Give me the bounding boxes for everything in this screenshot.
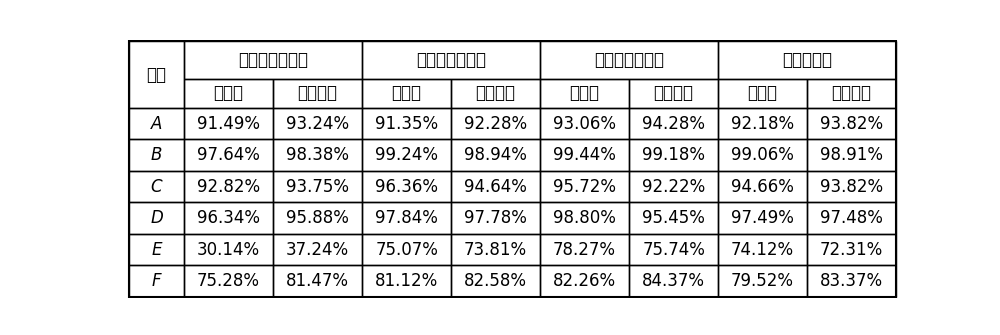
Text: 74.12%: 74.12% <box>731 241 794 259</box>
Text: 82.26%: 82.26% <box>553 272 616 290</box>
Text: 株防效: 株防效 <box>570 84 600 102</box>
Text: 95.72%: 95.72% <box>553 178 616 196</box>
Text: 96.36%: 96.36% <box>375 178 438 196</box>
Text: 93.82%: 93.82% <box>820 115 883 133</box>
Text: 94.66%: 94.66% <box>731 178 794 196</box>
Text: E: E <box>151 241 162 259</box>
Text: 鲜重防效: 鲜重防效 <box>476 84 516 102</box>
Text: C: C <box>151 178 162 196</box>
Text: 79.52%: 79.52% <box>731 272 794 290</box>
Text: 97.84%: 97.84% <box>375 209 438 227</box>
Text: 75.07%: 75.07% <box>375 241 438 259</box>
Text: 94.28%: 94.28% <box>642 115 705 133</box>
Text: 78.27%: 78.27% <box>553 241 616 259</box>
Text: 73.81%: 73.81% <box>464 241 527 259</box>
Text: 株防效: 株防效 <box>214 84 244 102</box>
Text: 95.45%: 95.45% <box>642 209 705 227</box>
Text: 97.48%: 97.48% <box>820 209 883 227</box>
Text: 75.74%: 75.74% <box>642 241 705 259</box>
Text: 禾本科杂草防效: 禾本科杂草防效 <box>238 51 308 69</box>
Text: 96.34%: 96.34% <box>197 209 260 227</box>
Text: 94.64%: 94.64% <box>464 178 527 196</box>
Text: 98.91%: 98.91% <box>820 146 883 164</box>
Text: 97.78%: 97.78% <box>464 209 527 227</box>
Text: A: A <box>151 115 162 133</box>
Text: D: D <box>150 209 163 227</box>
Text: 处理: 处理 <box>146 66 166 84</box>
Text: 93.75%: 93.75% <box>286 178 349 196</box>
Text: 92.28%: 92.28% <box>464 115 527 133</box>
Text: 82.58%: 82.58% <box>464 272 527 290</box>
Text: 91.49%: 91.49% <box>197 115 260 133</box>
Text: 83.37%: 83.37% <box>820 272 883 290</box>
Text: 75.28%: 75.28% <box>197 272 260 290</box>
Text: 阔叶类杂草防效: 阔叶类杂草防效 <box>416 51 486 69</box>
Text: B: B <box>151 146 162 164</box>
Text: 99.24%: 99.24% <box>375 146 438 164</box>
Text: 株防效: 株防效 <box>748 84 778 102</box>
Text: 92.22%: 92.22% <box>642 178 705 196</box>
Text: 99.44%: 99.44% <box>553 146 616 164</box>
Text: 92.18%: 92.18% <box>731 115 794 133</box>
Text: 97.64%: 97.64% <box>197 146 260 164</box>
Text: 81.12%: 81.12% <box>375 272 438 290</box>
Text: 鲜重防效: 鲜重防效 <box>832 84 872 102</box>
Text: 93.06%: 93.06% <box>553 115 616 133</box>
Text: 93.24%: 93.24% <box>286 115 349 133</box>
Text: 81.47%: 81.47% <box>286 272 349 290</box>
Text: 莎草科杂草防效: 莎草科杂草防效 <box>594 51 664 69</box>
Text: 92.82%: 92.82% <box>197 178 260 196</box>
Text: 株防效: 株防效 <box>392 84 422 102</box>
Text: 97.49%: 97.49% <box>731 209 794 227</box>
Text: 37.24%: 37.24% <box>286 241 349 259</box>
Text: 95.88%: 95.88% <box>286 209 349 227</box>
Text: 98.80%: 98.80% <box>553 209 616 227</box>
Text: 93.82%: 93.82% <box>820 178 883 196</box>
Text: 30.14%: 30.14% <box>197 241 260 259</box>
Text: 鲜重防效: 鲜重防效 <box>654 84 694 102</box>
Text: 总杂草防效: 总杂草防效 <box>782 51 832 69</box>
Text: 鲜重防效: 鲜重防效 <box>298 84 338 102</box>
Text: 72.31%: 72.31% <box>820 241 883 259</box>
Text: 98.94%: 98.94% <box>464 146 527 164</box>
Text: 84.37%: 84.37% <box>642 272 705 290</box>
Text: 98.38%: 98.38% <box>286 146 349 164</box>
Text: 99.06%: 99.06% <box>731 146 794 164</box>
Text: 91.35%: 91.35% <box>375 115 438 133</box>
Text: 99.18%: 99.18% <box>642 146 705 164</box>
Text: F: F <box>152 272 161 290</box>
